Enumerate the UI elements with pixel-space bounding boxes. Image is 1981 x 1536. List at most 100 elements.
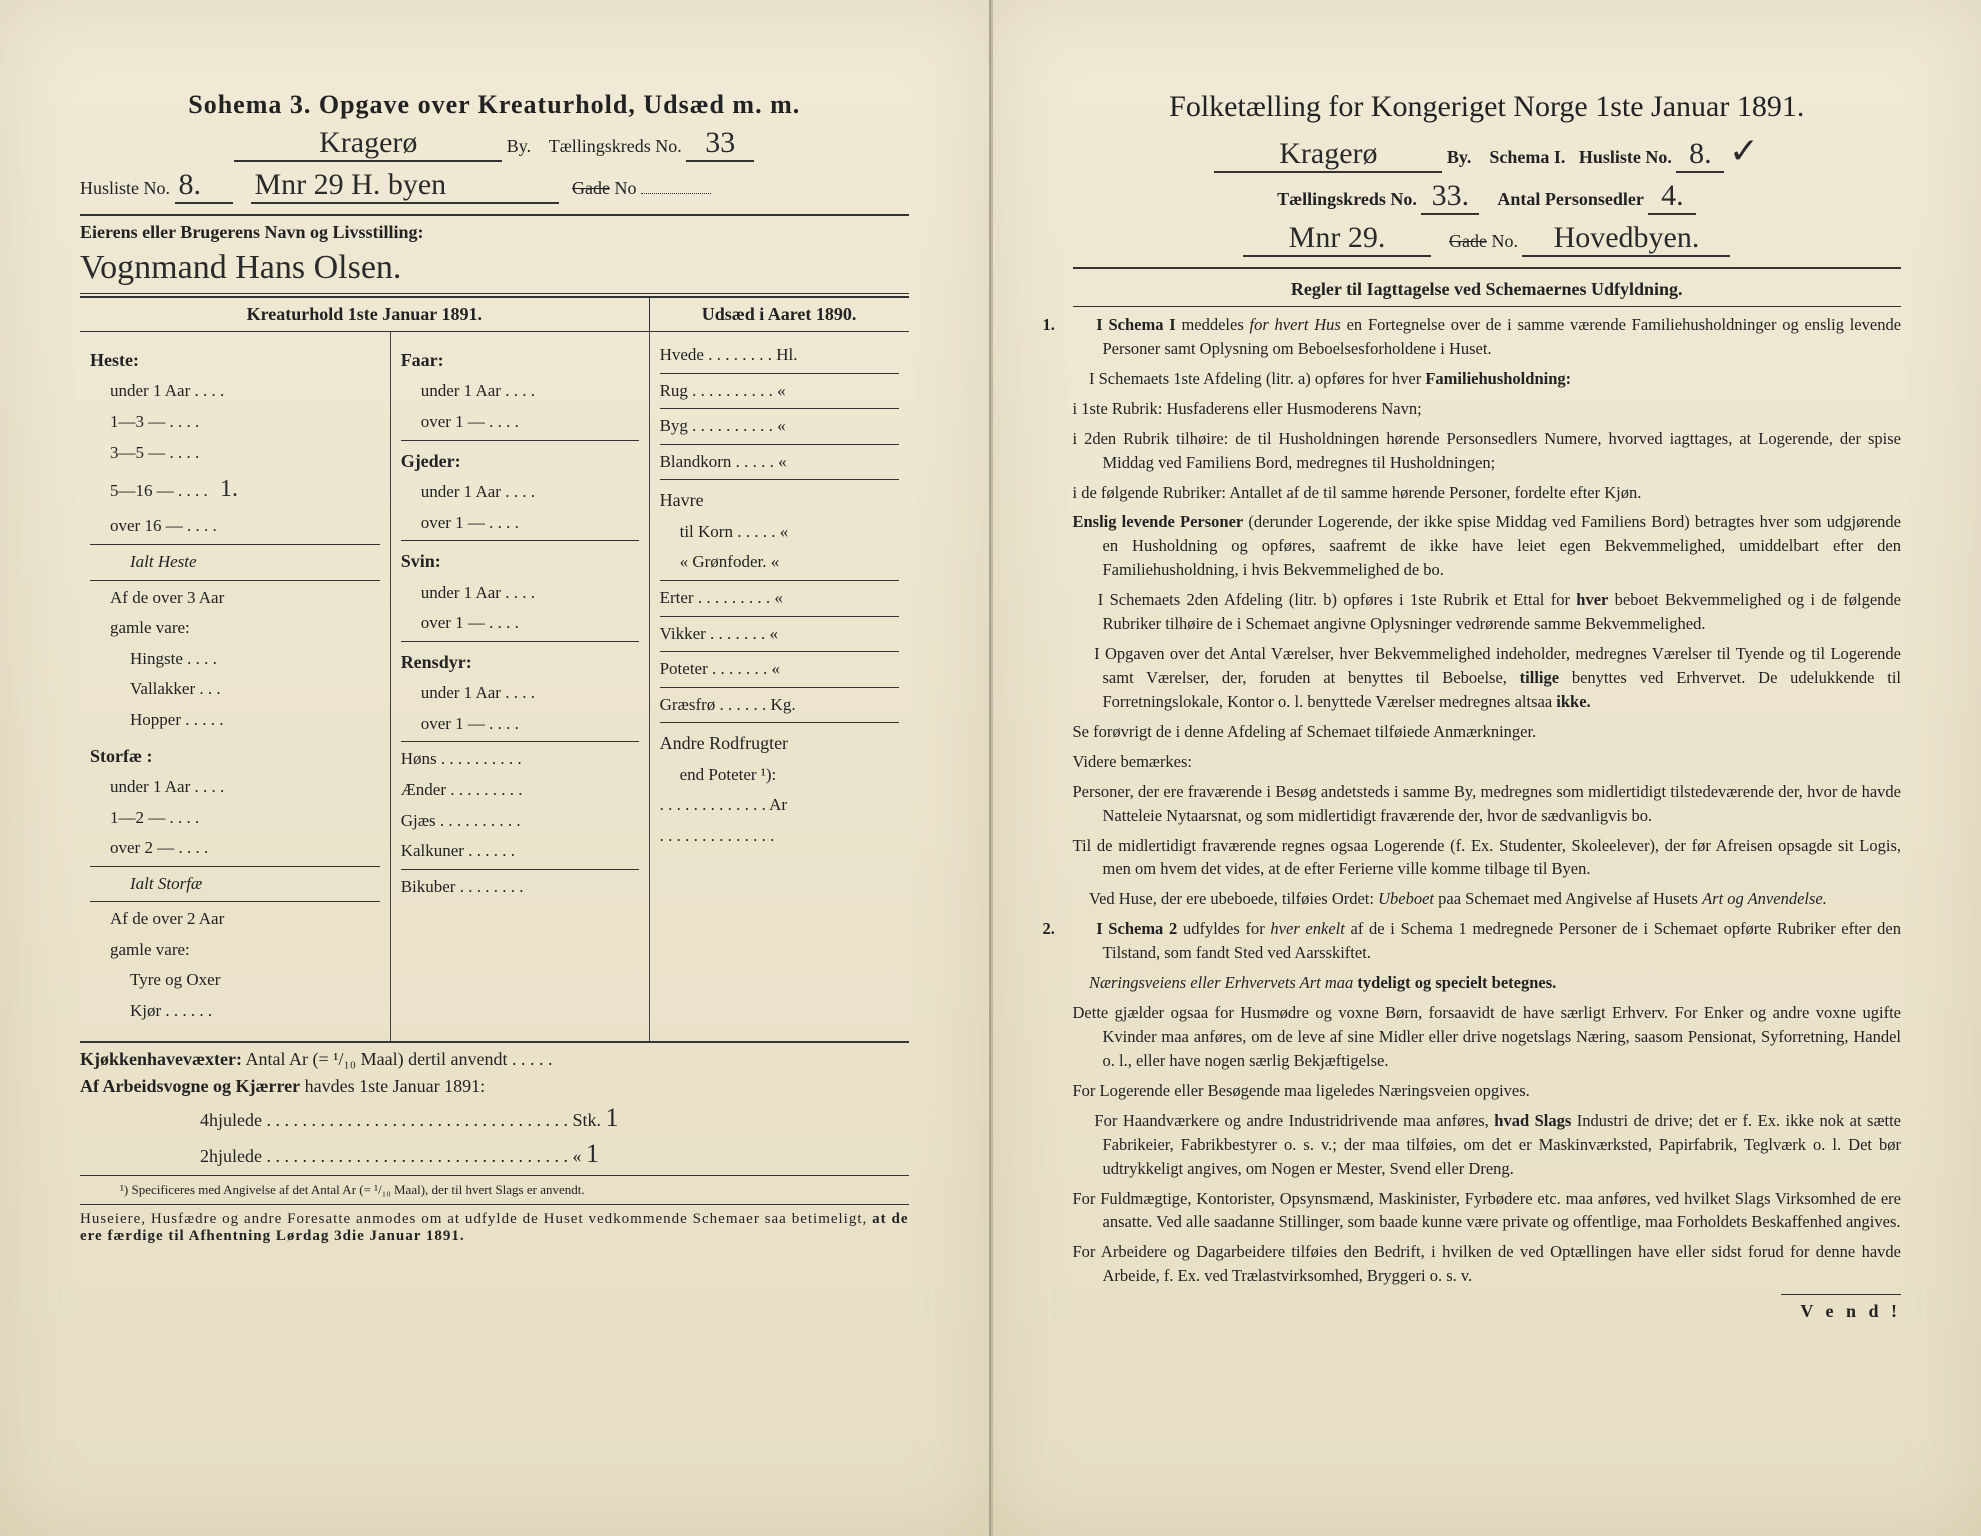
arbeid-text: havdes 1ste Januar 1891: — [305, 1076, 485, 1096]
cell: under 1 Aar . . . . — [401, 376, 639, 407]
p: Næringsveiens eller Erhvervets Art maa t… — [1073, 971, 1902, 995]
kjokken-text: Antal Ar (= ¹/₁₀ Maal) dertil anvendt . … — [246, 1049, 553, 1069]
cell: Ænder . . . . . . . . . — [401, 775, 639, 806]
cell: « Grønfoder. « — [660, 547, 899, 578]
t: tillige — [1520, 668, 1559, 687]
cell: under 1 Aar . . . . — [401, 578, 639, 609]
cell: 1—3 — . . . . — [90, 407, 380, 438]
p: For Logerende eller Besøgende maa ligele… — [1073, 1079, 1902, 1103]
fourwheel-row: 4hjulede . . . . . . . . . . . . . . . .… — [80, 1103, 909, 1133]
cell: 1—2 — . . . . — [90, 803, 380, 834]
twowheel-hw: 1 — [586, 1139, 599, 1168]
regler-head: Regler til Iagttagelse ved Schemaernes U… — [1073, 279, 1902, 300]
p: I Schemaets 2den Afdeling (litr. b) opfø… — [1073, 588, 1902, 636]
t: hver — [1576, 590, 1608, 609]
r-husliste-label: Husliste No. — [1579, 147, 1672, 167]
r-tk-label: Tællingskreds No. — [1277, 189, 1417, 209]
p: Dette gjælder ogsaa for Husmødre og voxn… — [1073, 1001, 1902, 1073]
cell: Af de over 3 Aar — [90, 583, 380, 614]
cell: over 1 — . . . . — [401, 407, 639, 438]
tk-value-hw: 33 — [686, 126, 754, 162]
p: Til de midlertidigt fraværende regnes og… — [1073, 834, 1902, 882]
closing-1: Huseiere, Husfædre og andre Foresatte an… — [80, 1211, 872, 1227]
gjeder-head: Gjeder: — [401, 445, 639, 477]
cell: Vallakker . . . — [90, 674, 380, 705]
cell: Kalkuner . . . . . . — [401, 836, 639, 867]
left-page: Sohema 3. Opgave over Kreaturhold, Udsæd… — [0, 0, 991, 1536]
gade-no-label: No — [614, 178, 636, 198]
p: For Haandværkere og andre Industridriven… — [1073, 1109, 1902, 1181]
closing-bold: Lørdag 3die Januar 1891. — [276, 1228, 465, 1244]
divider — [80, 214, 909, 216]
colhead-kreatur: Kreaturhold 1ste Januar 1891. — [80, 298, 650, 332]
t: tydeligt og specielt betegnes. — [1357, 973, 1556, 992]
r-schema-label: Schema I. — [1489, 147, 1565, 167]
census-title: Folketælling for Kongeriget Norge 1ste J… — [1073, 90, 1902, 124]
t: I Schema 2 — [1096, 919, 1177, 938]
r-tk-hw: 33. — [1421, 179, 1479, 215]
p: Videre bemærkes: — [1073, 750, 1902, 774]
cell: Rug . . . . . . . . . . « — [660, 376, 899, 407]
r-antal-hw: 4. — [1648, 179, 1696, 215]
t: Enslig levende Personer — [1073, 512, 1244, 531]
p: i 1ste Rubrik: Husfaderens eller Husmode… — [1073, 397, 1902, 421]
cell: Andre Rodfrugter — [660, 727, 899, 759]
cell: til Korn . . . . . « — [660, 517, 899, 548]
col-c: Hvede . . . . . . . . Hl. Rug . . . . . … — [650, 332, 909, 1041]
kjokken-label: Kjøkkenhavevæxter: — [80, 1049, 242, 1069]
value-hw: 1. — [220, 476, 238, 502]
t: I Schema I — [1096, 315, 1175, 334]
cell: over 1 — . . . . — [401, 608, 639, 639]
midline-hw: Mnr 29 H. byen — [251, 168, 559, 204]
p: Personer, der ere fraværende i Besøg and… — [1073, 780, 1902, 828]
line-husliste: Husliste No. 8. Mnr 29 H. byen Gade No — [80, 168, 909, 204]
kjokken-row: Kjøkkenhavevæxter: Antal Ar (= ¹/₁₀ Maal… — [80, 1049, 909, 1070]
t: hver enkelt — [1270, 919, 1344, 938]
by-label: By. — [507, 136, 531, 156]
r-by-hw: Kragerø — [1214, 137, 1442, 173]
gade-label-strike: Gade — [572, 178, 610, 198]
t: Art og Anvendelse. — [1702, 889, 1827, 908]
cell: Tyre og Oxer — [90, 965, 380, 996]
r-no-label: No. — [1491, 231, 1518, 251]
faar-head: Faar: — [401, 344, 639, 376]
cell: Erter . . . . . . . . . « — [660, 583, 899, 614]
twowheel-label: 2hjulede . . . . . . . . . . . . . . . .… — [200, 1146, 586, 1166]
rules-body: 1. I Schema I meddeles for hvert Hus en … — [1073, 313, 1902, 1288]
t: Næringsveiens eller Erhvervets Art maa — [1089, 973, 1357, 992]
cell: under 1 Aar . . . . — [401, 477, 639, 508]
r-line1: Kragerø By. Schema I. Husliste No. 8. ✓ — [1073, 130, 1902, 173]
rule-1: 1. I Schema I meddeles for hvert Hus en … — [1073, 313, 1902, 361]
gade-no-blank — [641, 193, 711, 194]
r-husliste-hw: 8. — [1676, 137, 1724, 173]
t: Familiehusholdning: — [1425, 369, 1571, 388]
schema3-grid: Kreaturhold 1ste Januar 1891. Udsæd i Aa… — [80, 296, 909, 1043]
ialt-storfae: Ialt Storfæ — [90, 869, 380, 900]
p: i 2den Rubrik tilhøire: de til Husholdni… — [1073, 427, 1902, 475]
cell: gamle vare: — [90, 935, 380, 966]
closing: Huseiere, Husfædre og andre Foresatte an… — [80, 1211, 909, 1245]
rensdyr-head: Rensdyr: — [401, 646, 639, 678]
vend: V e n d ! — [1073, 1301, 1902, 1322]
r-line2: Tællingskreds No. 33. Antal Personsedler… — [1073, 179, 1902, 215]
cell: Hopper . . . . . — [90, 705, 380, 736]
cell: Hingste . . . . — [90, 644, 380, 675]
p: Enslig levende Personer (derunder Logere… — [1073, 510, 1902, 582]
cell: Blandkorn . . . . . « — [660, 447, 899, 478]
col-a: Heste: under 1 Aar . . . . 1—3 — . . . .… — [80, 332, 391, 1041]
cell: Græsfrø . . . . . . Kg. — [660, 690, 899, 721]
t: hvad Slags — [1494, 1111, 1571, 1130]
husliste-val-hw: 8. — [175, 168, 233, 204]
eier-line: Eierens eller Brugerens Navn og Livsstil… — [80, 222, 909, 243]
right-page: Folketælling for Kongeriget Norge 1ste J… — [991, 0, 1981, 1536]
cell: . . . . . . . . . . . . . . — [660, 821, 899, 852]
r-gade-strike: Gade — [1449, 231, 1487, 251]
husliste-label: Husliste No. — [80, 178, 170, 198]
r-line3: Mnr 29. Gade No. Hovedbyen. — [1073, 221, 1902, 257]
schema3-title: Sohema 3. Opgave over Kreaturhold, Udsæd… — [80, 90, 909, 120]
p: For Arbeidere og Dagarbeidere tilføies d… — [1073, 1240, 1902, 1288]
cell: Af de over 2 Aar — [90, 904, 380, 935]
cell: gamle vare: — [90, 613, 380, 644]
cell: end Poteter ¹): — [660, 760, 899, 791]
by-value-hw: Kragerø — [234, 126, 502, 162]
